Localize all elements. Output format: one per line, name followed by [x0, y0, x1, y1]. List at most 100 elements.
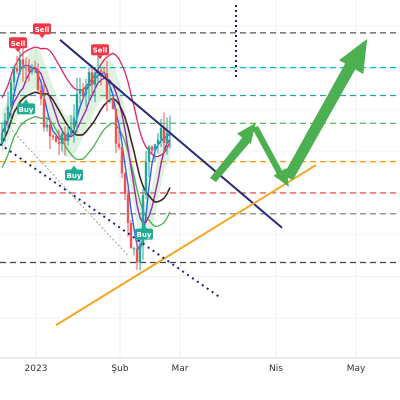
candle-body [132, 248, 136, 250]
x-tick-label: Şub [111, 364, 128, 374]
sell-signal: Sell [33, 23, 51, 39]
sell-signal-label: Sell [35, 26, 50, 34]
sell-signal: Sell [9, 37, 27, 53]
sell-signal-label: Sell [93, 47, 108, 55]
candle-body [117, 143, 121, 148]
candle-body [135, 248, 139, 263]
candle-body [6, 106, 10, 121]
candle-body [9, 82, 13, 107]
sell-signal-badge [33, 23, 51, 35]
candle-body [45, 124, 49, 128]
candle-body [114, 108, 118, 144]
buy-signal-pointer [141, 224, 147, 229]
downtrend-line [59, 39, 283, 229]
buy-signal-label: Buy [67, 172, 82, 180]
candle-body [33, 68, 37, 70]
thin-dotted-line [11, 129, 129, 256]
candle-body [30, 68, 34, 72]
candle-body [105, 73, 109, 100]
candle-body [150, 146, 154, 151]
candle-body [15, 67, 19, 72]
candle-body [138, 243, 142, 263]
candle-body [75, 93, 79, 118]
x-tick-label: Mar [172, 364, 189, 374]
candle-body [54, 136, 58, 142]
candle-body [159, 128, 163, 140]
candle-body [84, 85, 88, 95]
candle-body [36, 69, 40, 90]
candle-body [60, 133, 64, 144]
candle-body [144, 161, 148, 195]
sell-signal-badge [9, 37, 27, 49]
candle-body [102, 71, 106, 74]
x-axis: 2023 Şub Mar Nis May [25, 364, 366, 374]
candle-body [156, 139, 160, 145]
candle-body [48, 124, 52, 136]
candle-body [3, 120, 7, 133]
buy-signal-pointer [71, 165, 77, 170]
candles [0, 43, 172, 271]
candle-body [147, 146, 151, 162]
candle-body [39, 89, 43, 100]
candle-body [90, 72, 94, 85]
candle-body [63, 133, 67, 142]
price-levels [0, 32, 400, 264]
sell-signal-pointer [39, 34, 45, 39]
projection-arrowhead-up-1 [237, 122, 256, 144]
indicator-ribbons [1, 46, 171, 253]
sell-signal-badge [91, 44, 109, 56]
candle-body [57, 141, 61, 144]
candle-body [120, 147, 124, 174]
buy-signal-badge [135, 228, 153, 240]
sell-signal-pointer [15, 48, 21, 53]
candle-body [66, 132, 70, 142]
projection-arrow-down [252, 126, 285, 178]
uptrend-line [55, 164, 317, 327]
projection-arrows [210, 38, 368, 187]
sell-signal-pointer [97, 55, 103, 60]
candle-body [21, 59, 25, 65]
buy-signal-badge [17, 103, 35, 115]
grid [0, 0, 400, 359]
signals: Sell Sell Sell Buy Buy Buy [9, 23, 153, 240]
buy-signal: Buy [135, 224, 153, 240]
candle-body [81, 88, 85, 95]
candle-body [108, 99, 112, 101]
projection-arrow-up-2 [283, 62, 356, 180]
candle-body [72, 117, 76, 128]
dotted-channel-line [0, 143, 221, 299]
candle-body [165, 133, 169, 143]
candle-body [18, 59, 22, 72]
projection-arrow-up-1 [210, 133, 252, 182]
sell-signal-label: Sell [11, 40, 26, 48]
candle-body [126, 194, 130, 223]
candle-body [51, 135, 55, 137]
candle-body [141, 194, 145, 244]
candle-body [123, 173, 127, 195]
candle-body [93, 73, 97, 85]
candle-body [129, 222, 133, 249]
candle-body [24, 64, 28, 67]
candle-body [42, 99, 46, 128]
trendlines [0, 5, 317, 327]
candle-body [12, 67, 16, 83]
x-tick-label: May [347, 364, 366, 374]
candle-body [27, 66, 31, 72]
x-tick-label: Nis [269, 364, 283, 374]
x-tick-label: 2023 [25, 364, 48, 374]
projection-arrowhead-up-2 [339, 38, 368, 74]
candle-body [153, 144, 157, 151]
candle-body [99, 70, 103, 72]
sell-signal: Sell [91, 44, 109, 60]
candle-body [111, 99, 115, 109]
buy-signal-label: Buy [19, 106, 34, 114]
candle-body [0, 132, 4, 145]
candle-body [162, 128, 166, 143]
ma-slow-line [1, 91, 171, 203]
candle-body [69, 127, 73, 133]
buy-signal: Buy [65, 165, 83, 181]
buy-signal-label: Buy [137, 231, 152, 239]
candle-body [87, 72, 91, 86]
